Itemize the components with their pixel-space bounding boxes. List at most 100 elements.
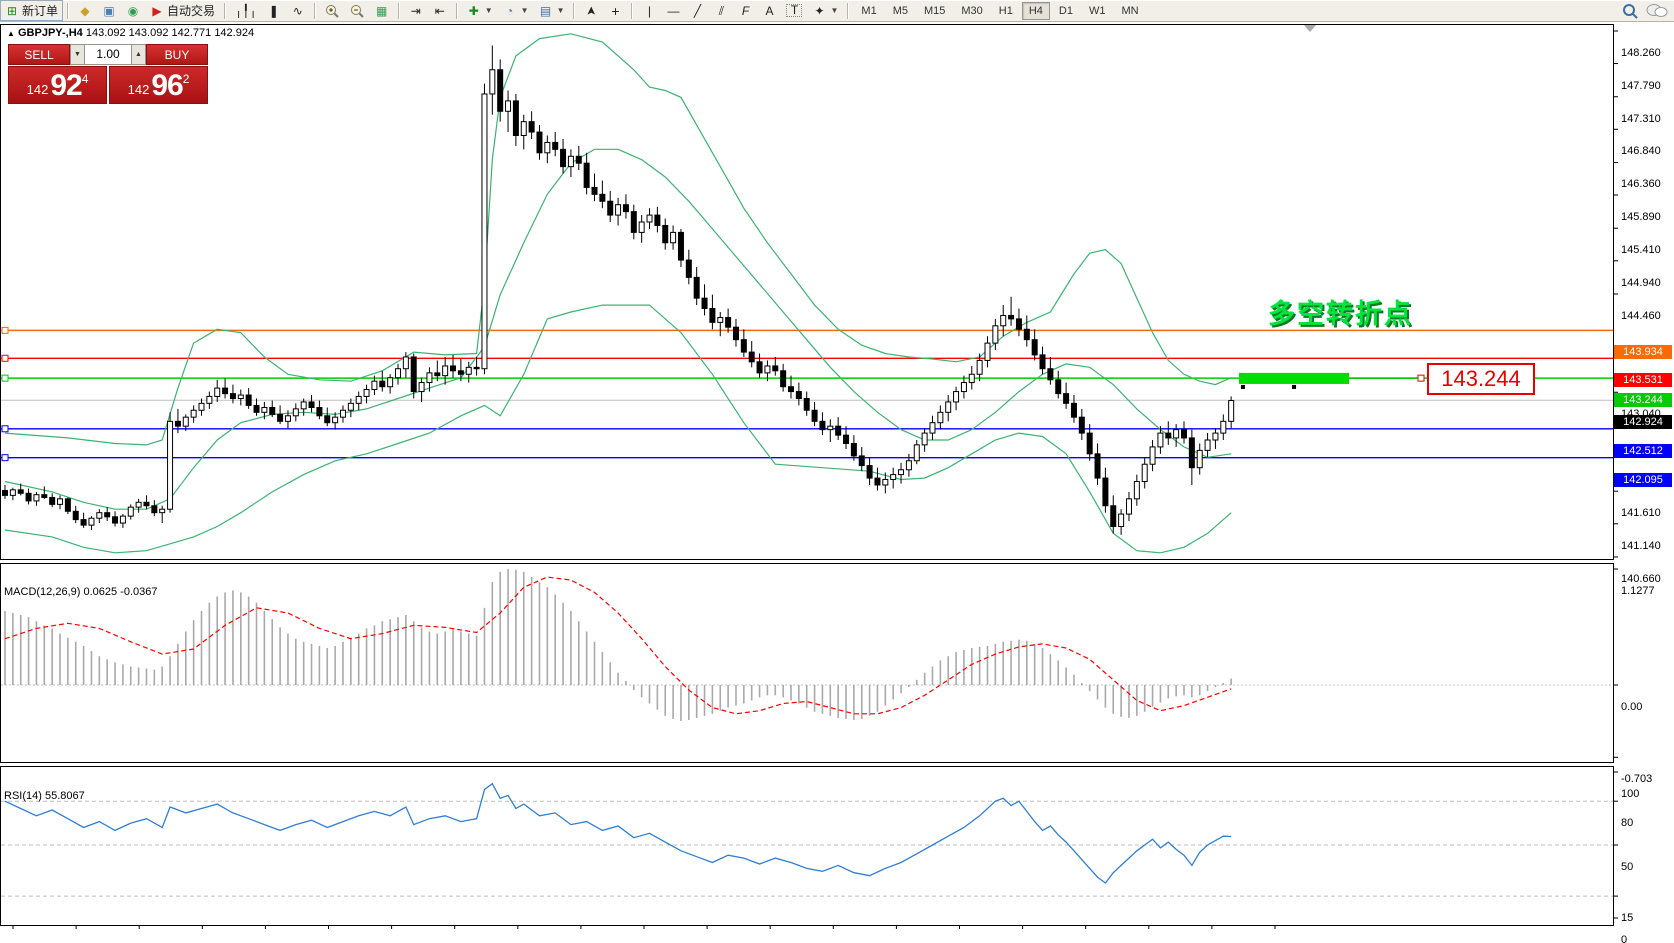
candle-body bbox=[159, 508, 166, 514]
indicators-button[interactable]: ✚ ▼ bbox=[462, 2, 498, 20]
arrows-button[interactable]: ✦ ▼ bbox=[807, 2, 843, 20]
candle-body bbox=[709, 308, 716, 323]
market-watch-button[interactable]: ◉ bbox=[121, 2, 145, 20]
price-tick-label: 144.940 bbox=[1621, 276, 1661, 289]
timeframe-w1[interactable]: W1 bbox=[1088, 4, 1106, 17]
price-tick-label: 147.790 bbox=[1621, 79, 1661, 92]
rsi-line bbox=[4, 782, 1232, 884]
zoom-out-button[interactable] bbox=[345, 2, 370, 20]
candle-body bbox=[764, 365, 771, 374]
candle-body bbox=[1055, 379, 1062, 395]
rsi-tick-label: 80 bbox=[1621, 817, 1634, 830]
line-chart-button[interactable]: ∿ bbox=[286, 2, 310, 20]
candle-body bbox=[615, 204, 622, 216]
candlestick-chart-button[interactable]: ❚ bbox=[262, 2, 286, 20]
candle-body bbox=[1102, 477, 1109, 507]
timeframe-m5[interactable]: M5 bbox=[892, 4, 908, 17]
candle-body bbox=[1110, 505, 1117, 528]
chart-shift-marker[interactable] bbox=[1304, 25, 1316, 32]
autotrading-button[interactable]: ▶ 自动交易 bbox=[145, 0, 220, 21]
channel-button[interactable]: ⫽ bbox=[709, 2, 733, 20]
buy-price-button[interactable]: 142 96 2 bbox=[109, 66, 208, 104]
zoom-in-button[interactable] bbox=[320, 2, 345, 20]
one-click-trading-panel: SELL ▼ 1.00 ▲ BUY 142 92 4 142 96 2 bbox=[8, 44, 208, 104]
timeframe-h1[interactable]: H1 bbox=[998, 4, 1013, 17]
chat-icon[interactable] bbox=[1646, 3, 1668, 19]
fibonacci-button[interactable]: F bbox=[733, 2, 757, 20]
candle-body bbox=[434, 372, 441, 377]
text-label-button[interactable]: T bbox=[781, 2, 807, 19]
timeframe-m15[interactable]: M15 bbox=[923, 4, 946, 17]
line-anchor-handle[interactable] bbox=[1, 374, 9, 382]
callout-anchor-handle[interactable] bbox=[1417, 374, 1425, 382]
horizontal-line-button[interactable]: — bbox=[661, 2, 685, 20]
candle-body bbox=[1023, 328, 1030, 341]
trendline-button[interactable]: ╱ bbox=[685, 2, 709, 20]
buy-button[interactable]: BUY bbox=[146, 44, 208, 65]
auto-scroll-button[interactable]: ⇥ bbox=[404, 2, 428, 20]
candle-body bbox=[583, 162, 590, 188]
candle-body bbox=[795, 391, 802, 399]
new-order-icon: ⊞ bbox=[6, 3, 18, 18]
timeframe-h4[interactable]: H4 bbox=[1021, 1, 1050, 20]
terminal-icon: ▣ bbox=[103, 3, 115, 18]
chart-shift-button[interactable]: ⇤ bbox=[428, 2, 452, 20]
candle-body bbox=[324, 415, 331, 424]
rectangle-anchor-handle[interactable] bbox=[1240, 384, 1245, 389]
candle-body bbox=[1008, 314, 1015, 320]
tile-windows-button[interactable]: ▦ bbox=[370, 2, 394, 20]
line-anchor-handle[interactable] bbox=[1, 354, 9, 362]
candle-body bbox=[182, 416, 189, 427]
candle-body bbox=[827, 425, 834, 431]
timeframe-m1[interactable]: M1 bbox=[861, 4, 877, 17]
collapse-panel-icon[interactable]: ▲ bbox=[7, 29, 15, 38]
timeframe-m30[interactable]: M30 bbox=[961, 4, 983, 17]
toolbar: ⊞ 新订单 ◆ ▣ ◉ ▶ 自动交易 ╷╿╷ ❚ ∿ ▦ ⇥ bbox=[0, 0, 1674, 22]
volume-decrease-button[interactable]: ▼ bbox=[70, 44, 85, 65]
text-label-icon: T bbox=[786, 4, 803, 17]
crosshair-button[interactable]: + bbox=[603, 2, 627, 20]
timeframe-d1[interactable]: D1 bbox=[1058, 4, 1073, 17]
candle-body bbox=[222, 387, 229, 395]
price-callout-box[interactable]: 143.244 bbox=[1427, 363, 1535, 395]
line-anchor-handle[interactable] bbox=[1, 425, 9, 433]
vertical-line-button[interactable]: | bbox=[637, 2, 661, 20]
search-icon[interactable] bbox=[1622, 3, 1638, 19]
price-line-badge: 143.531 bbox=[1614, 373, 1672, 388]
candle-body bbox=[748, 351, 755, 363]
volume-increase-button[interactable]: ▲ bbox=[131, 44, 146, 65]
sell-price-button[interactable]: 142 92 4 bbox=[8, 66, 107, 104]
candle-body bbox=[858, 455, 865, 467]
candle-body bbox=[347, 402, 354, 411]
candle-body bbox=[780, 370, 787, 388]
candle-body bbox=[88, 517, 95, 526]
cursor-button[interactable]: ➤ bbox=[579, 2, 603, 20]
chart-canvas[interactable] bbox=[0, 22, 1674, 943]
sell-button[interactable]: SELL bbox=[8, 44, 70, 65]
macd-pane-frame bbox=[0, 563, 1614, 763]
candle-body bbox=[670, 231, 677, 244]
candle-body bbox=[575, 155, 582, 164]
line-anchor-handle[interactable] bbox=[1, 326, 9, 334]
symbols-button[interactable]: ◆ bbox=[73, 2, 97, 20]
bollinger-lower-band bbox=[4, 304, 1232, 554]
candle-body bbox=[898, 469, 905, 476]
templates-button[interactable]: ▤ ▼ bbox=[534, 2, 570, 20]
candle-body bbox=[929, 422, 936, 434]
terminal-button[interactable]: ▣ bbox=[97, 2, 121, 20]
rectangle-anchor-handle[interactable] bbox=[1292, 384, 1297, 389]
candle-body bbox=[882, 478, 889, 486]
periods-button[interactable]: ◔ ▼ bbox=[498, 2, 534, 20]
highlight-rectangle-object[interactable] bbox=[1239, 372, 1350, 384]
chart-window[interactable]: ▲ GBPJPY-,H4 143.092 143.092 142.771 142… bbox=[0, 22, 1674, 943]
new-order-button[interactable]: ⊞ 新订单 bbox=[0, 0, 64, 21]
candle-body bbox=[945, 401, 952, 413]
candle-body bbox=[913, 444, 920, 462]
candle-body bbox=[245, 394, 252, 406]
line-anchor-handle[interactable] bbox=[1, 454, 9, 462]
annotation-text[interactable]: 多空转折点 bbox=[1268, 299, 1413, 329]
volume-input[interactable]: 1.00 bbox=[85, 44, 131, 65]
text-button[interactable]: A bbox=[757, 2, 781, 20]
bar-chart-button[interactable]: ╷╿╷ bbox=[230, 2, 262, 20]
timeframe-mn[interactable]: MN bbox=[1121, 4, 1139, 17]
